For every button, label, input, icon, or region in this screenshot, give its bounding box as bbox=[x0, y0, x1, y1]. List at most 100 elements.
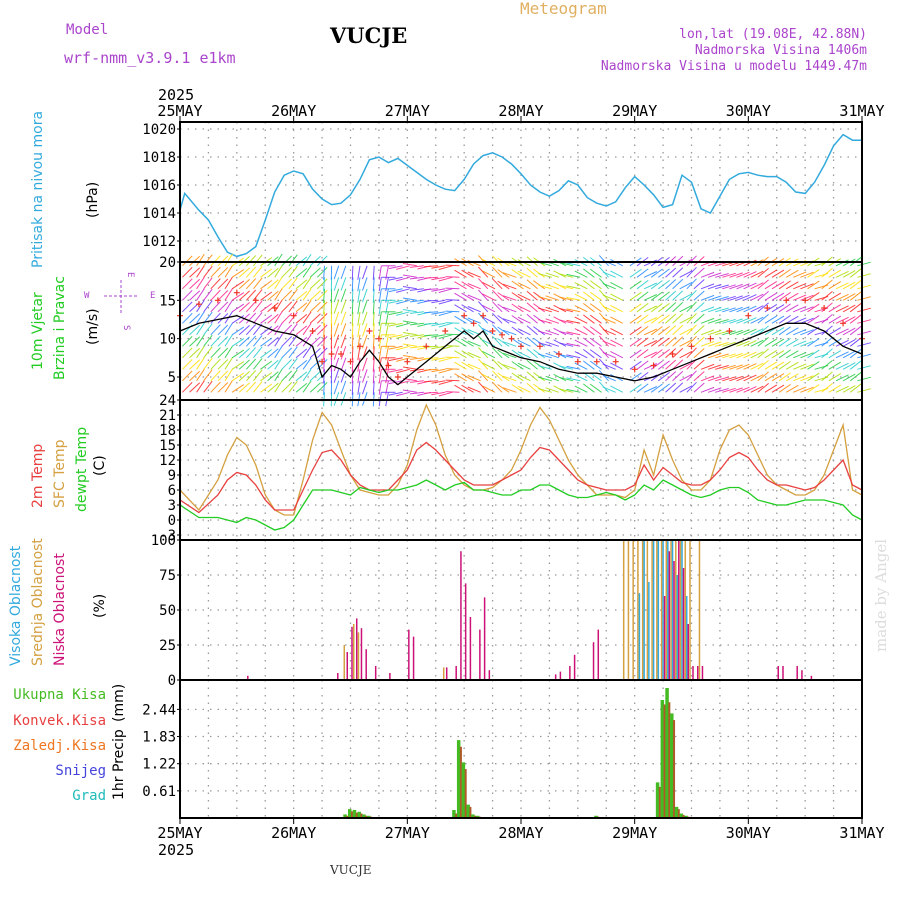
wind-arrow bbox=[454, 292, 467, 301]
wind-arrow bbox=[438, 368, 453, 374]
wind-arrow bbox=[693, 382, 705, 393]
wind-arrow bbox=[736, 306, 750, 313]
wind-arrow bbox=[764, 361, 778, 370]
xtick-label-bottom: 31MAY bbox=[839, 824, 884, 842]
wind-arrow bbox=[288, 357, 298, 370]
wind-arrow bbox=[224, 288, 233, 301]
wind-arrow bbox=[323, 334, 325, 349]
wind-arrow bbox=[707, 352, 722, 359]
bar-total bbox=[366, 815, 371, 818]
wind-arrow bbox=[362, 334, 368, 349]
wind-arrow bbox=[700, 306, 715, 313]
temp-axis-label-a: 2m Temp bbox=[30, 444, 46, 508]
wind-arrow bbox=[857, 261, 871, 267]
wind-arrow bbox=[224, 253, 233, 267]
wind-arrow bbox=[610, 339, 624, 347]
wind-arrow bbox=[821, 302, 833, 313]
wind-arrow bbox=[396, 265, 410, 270]
wind-arrow bbox=[182, 278, 193, 290]
wind-arrow bbox=[454, 281, 467, 290]
wind-arrow bbox=[658, 279, 670, 290]
wind-arrow bbox=[316, 382, 328, 393]
wind-arrow bbox=[559, 319, 574, 324]
wind-arrow bbox=[445, 287, 460, 290]
wind-arrow bbox=[309, 267, 321, 278]
wind-arrow bbox=[574, 305, 588, 313]
wind-arrow bbox=[793, 351, 807, 359]
wind-arrow bbox=[281, 255, 293, 267]
wind-arrow bbox=[757, 291, 769, 301]
wind-arrow bbox=[210, 255, 221, 267]
wind-arrow bbox=[438, 311, 453, 316]
coords-label: lon,lat (19.08E, 42.88N) bbox=[679, 27, 867, 42]
wind-arrow bbox=[438, 380, 453, 385]
wind-arrow bbox=[217, 278, 229, 290]
wind-arrow bbox=[629, 268, 642, 278]
wind-arrow bbox=[409, 334, 424, 337]
wind-arrow bbox=[750, 316, 764, 324]
wind-arrow bbox=[281, 370, 293, 382]
wind-arrow bbox=[574, 362, 588, 370]
wind-arrow bbox=[729, 352, 743, 359]
wind-arrow bbox=[372, 334, 375, 349]
wind-arrow bbox=[323, 323, 325, 338]
wind-arrow bbox=[629, 383, 642, 393]
wind-arrow bbox=[589, 337, 602, 347]
gust-marker bbox=[338, 351, 345, 357]
wind-arrow bbox=[478, 278, 489, 290]
wind-arrow bbox=[267, 267, 279, 278]
wind-arrow bbox=[636, 360, 649, 370]
wind-arrow bbox=[757, 314, 769, 324]
bar-conv bbox=[365, 815, 368, 818]
wind-arrow bbox=[467, 306, 481, 313]
wind-arrow bbox=[857, 388, 871, 393]
wind-arrow bbox=[309, 370, 321, 382]
wind-compass: W E E S bbox=[84, 272, 155, 330]
wind-arrow bbox=[182, 382, 193, 393]
wind-arrow bbox=[629, 360, 642, 370]
wind-arrow bbox=[281, 359, 293, 370]
wind-arrow bbox=[707, 283, 722, 290]
wind-arrow bbox=[517, 293, 531, 301]
gust-marker bbox=[461, 312, 468, 319]
wind-arrow bbox=[679, 327, 693, 336]
wind-arrow bbox=[679, 362, 693, 370]
wind-arrow bbox=[424, 276, 439, 279]
wind-arrow bbox=[715, 330, 729, 336]
wind-arrow bbox=[821, 337, 833, 347]
gust-marker bbox=[612, 358, 619, 365]
ytick-label: 21 bbox=[159, 408, 176, 424]
wind-arrow bbox=[807, 292, 820, 301]
wind-arrow bbox=[189, 359, 201, 370]
wind-arrow bbox=[245, 358, 257, 370]
wind-arrow bbox=[857, 353, 871, 359]
wind-arrow bbox=[323, 346, 325, 361]
wind-arrow bbox=[778, 383, 791, 393]
wind-arrow bbox=[757, 279, 769, 290]
wind-arrow bbox=[396, 345, 410, 351]
ytick-label: -3 bbox=[159, 528, 176, 544]
wind-arrow bbox=[750, 385, 764, 393]
wind-arrow bbox=[842, 350, 856, 359]
wind-arrow bbox=[402, 274, 417, 278]
wind-arrow bbox=[750, 328, 764, 336]
wind-arrow bbox=[267, 290, 279, 301]
legend-entry: Konvek.Kisa bbox=[13, 713, 106, 729]
wind-arrow bbox=[445, 345, 460, 347]
wind-arrow bbox=[566, 319, 581, 324]
wind-arrow bbox=[340, 311, 347, 326]
wind-arrow bbox=[842, 385, 856, 393]
wind-arrow bbox=[288, 369, 298, 382]
wind-arrow bbox=[582, 291, 595, 301]
wind-arrow bbox=[545, 341, 560, 347]
wind-arrow bbox=[736, 340, 750, 347]
wind-arrow bbox=[409, 299, 424, 303]
ytick-label: 20 bbox=[159, 255, 176, 271]
wind-arrow bbox=[333, 288, 340, 303]
wind-arrow bbox=[629, 280, 642, 290]
wind-arrow bbox=[707, 341, 722, 347]
wind-arrow bbox=[559, 365, 574, 370]
wind-arrow bbox=[643, 340, 658, 347]
gust-marker bbox=[764, 305, 771, 311]
wind-arrow bbox=[295, 268, 308, 278]
